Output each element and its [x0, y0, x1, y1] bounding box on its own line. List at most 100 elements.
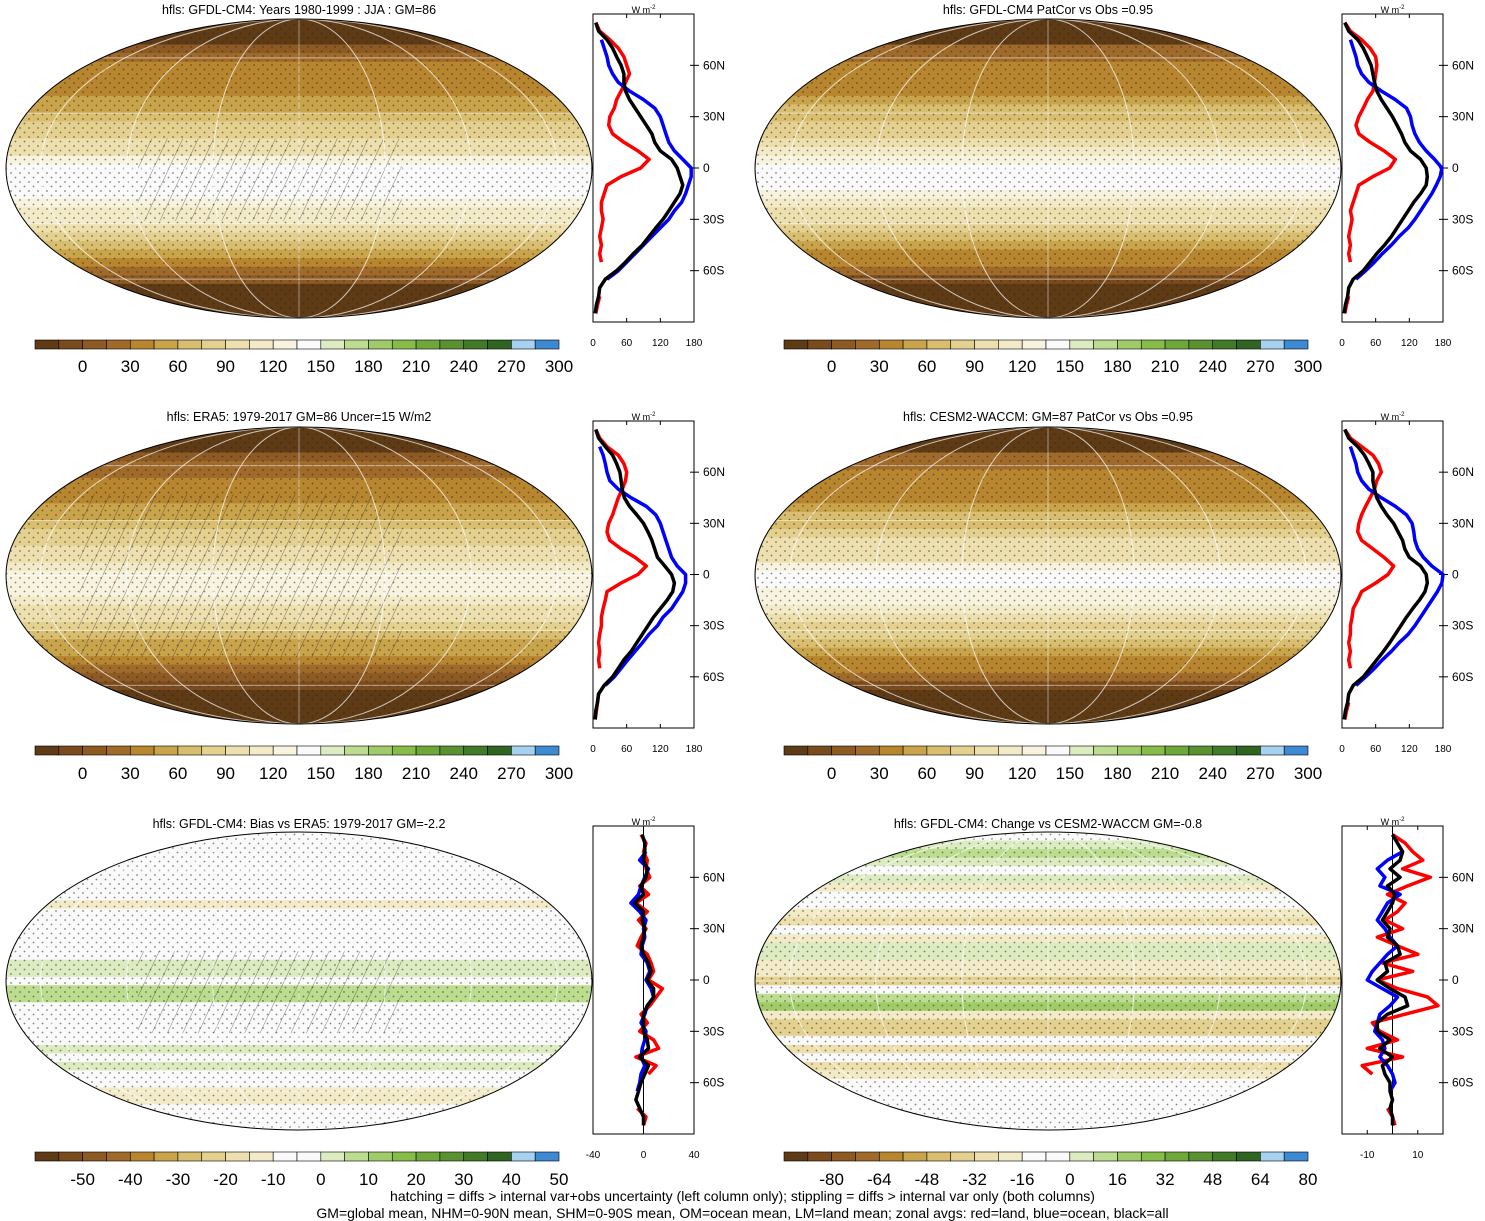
colorbar-box	[511, 745, 536, 756]
graticule-lon	[39, 427, 559, 724]
colorbar-label: 50	[550, 1170, 569, 1189]
colorbar-box	[439, 339, 465, 350]
series-ocean	[599, 39, 693, 281]
colorbar-box	[855, 745, 880, 756]
x-tick-label: 0	[590, 744, 596, 755]
colorbar-label: 0	[78, 357, 87, 376]
colorbar-label: 60	[168, 357, 187, 376]
panel-title: hfls: GFDL-CM4: Bias vs ERA5: 1979-2017 …	[153, 817, 446, 831]
x-tick-label: 120	[652, 744, 669, 755]
colorbar-box	[34, 745, 60, 756]
colorbar-label: 300	[545, 764, 573, 783]
colorbar-label: 0	[316, 1170, 325, 1189]
colorbar-box	[878, 745, 904, 756]
colorbar-box	[368, 339, 393, 350]
colorbar-box	[950, 1151, 975, 1162]
colorbar-label: 30	[870, 764, 889, 783]
colorbar-box	[534, 745, 560, 756]
panel-title: hfls: ERA5: 1979-2017 GM=86 Uncer=15 W/m…	[167, 410, 432, 424]
graticule-lon	[212, 832, 386, 1130]
colorbar-box	[153, 1151, 179, 1162]
colorbar-box	[320, 1151, 345, 1162]
panel-middle-right: hfls: CESM2-WACCM: GM=87 PatCor vs Obs =…	[754, 410, 1474, 783]
x-tick-label: 180	[686, 744, 703, 755]
graticule-lon	[39, 832, 559, 1130]
colorbar-box	[129, 1151, 155, 1162]
x-tick-label: 120	[1401, 744, 1418, 755]
series-all	[1375, 833, 1410, 1126]
profile-unit: W m-2	[1381, 412, 1405, 422]
series-all	[593, 22, 685, 314]
colorbar-box	[391, 339, 417, 350]
graticule-lon	[788, 832, 1308, 1130]
y-tick-label: 30S	[703, 1024, 724, 1038]
x-tick-label: 180	[1435, 338, 1452, 349]
colorbar-box	[1140, 745, 1166, 756]
y-tick-label: 30N	[703, 516, 725, 530]
colorbar-box	[1140, 339, 1166, 350]
colorbar-label: 180	[354, 357, 382, 376]
y-tick-label: 30N	[1452, 110, 1474, 124]
colorbar-box	[1283, 745, 1309, 756]
map	[755, 427, 1341, 724]
graticule-lon	[126, 19, 472, 318]
colorbar-label: 90	[965, 764, 984, 783]
colorbar-label: -48	[915, 1170, 940, 1189]
graticule-lon	[126, 427, 472, 724]
graticule-lon	[875, 832, 1221, 1130]
map	[755, 832, 1341, 1130]
colorbar-box	[511, 339, 536, 350]
colorbar-label: 0	[827, 357, 836, 376]
colorbar: -50 -40 -30 -20 -10 0 10 20 30 40 50	[34, 1151, 569, 1189]
graticule-lon	[212, 427, 386, 724]
colorbar-box	[487, 339, 512, 350]
colorbar-box	[82, 1151, 107, 1162]
colorbar-label: 210	[402, 357, 430, 376]
x-tick-label: 120	[1401, 338, 1418, 349]
colorbar-box	[1117, 1151, 1142, 1162]
colorbar-label: 240	[450, 357, 478, 376]
colorbar-box	[1069, 1151, 1094, 1162]
colorbar: 0 30 60 90 120 150 180 210 240 270 300	[783, 745, 1322, 783]
colorbar-box	[249, 745, 274, 756]
colorbar-box	[1260, 1151, 1285, 1162]
footer-line-1: hatching = diffs > internal var+obs unce…	[390, 1188, 1095, 1204]
colorbar-box	[1283, 1151, 1309, 1162]
colorbar-box	[1236, 1151, 1261, 1162]
colorbar-label: 240	[1199, 357, 1227, 376]
y-tick-label: 30S	[1452, 212, 1473, 226]
colorbar-box	[320, 745, 345, 756]
graticule-lon	[212, 19, 386, 318]
x-tick-label: 10	[1412, 1150, 1424, 1161]
colorbar-box	[783, 1151, 809, 1162]
zonal-profile: W m-2 60N 30N 0 30S 60S 0 60 120 180	[590, 412, 725, 755]
colorbar-box	[153, 745, 179, 756]
colorbar-box	[463, 339, 488, 350]
profile-unit: W m-2	[1381, 5, 1405, 15]
colorbar-label: -50	[70, 1170, 95, 1189]
colorbar-label: 90	[965, 357, 984, 376]
colorbar-label: 120	[259, 357, 287, 376]
colorbar: 0 30 60 90 120 150 180 210 240 270 300	[783, 339, 1322, 376]
colorbar-box	[34, 339, 60, 350]
graticule-lon	[39, 832, 559, 1130]
graticule-lon	[126, 427, 472, 724]
y-tick-label: 30N	[703, 110, 725, 124]
colorbar-box	[320, 339, 345, 350]
profile-unit: W m-2	[632, 817, 656, 827]
y-tick-label: 30N	[1452, 922, 1474, 936]
map-outline	[754, 18, 1342, 319]
colorbar-box	[998, 745, 1023, 756]
colorbar-label: 10	[359, 1170, 378, 1189]
colorbar-box	[1188, 1151, 1214, 1162]
colorbar-box	[1045, 745, 1071, 756]
graticule-lon	[212, 832, 386, 1130]
x-tick-label: 120	[652, 338, 669, 349]
colorbar-box	[902, 1151, 928, 1162]
colorbar-box	[106, 339, 131, 350]
graticule-lon	[212, 19, 386, 318]
colorbar-box	[926, 1151, 952, 1162]
colorbar-box	[1212, 1151, 1237, 1162]
series-ocean	[1348, 39, 1444, 281]
series-all	[1342, 428, 1430, 720]
